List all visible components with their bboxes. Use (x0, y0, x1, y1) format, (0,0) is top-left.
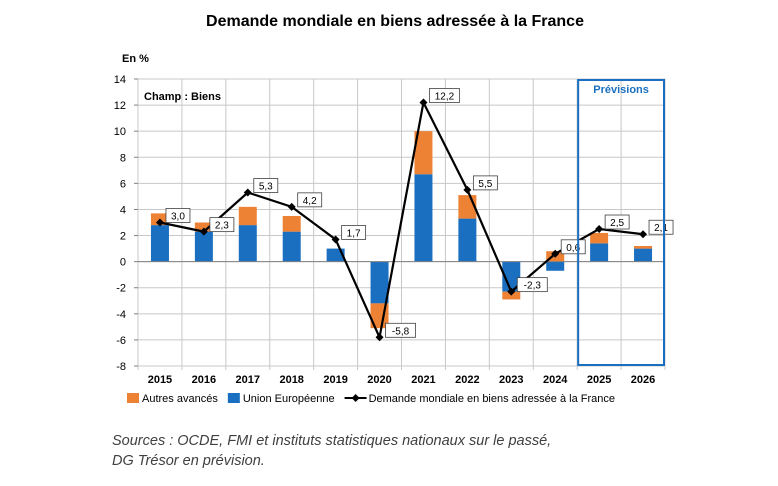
source-note: Sources : OCDE, FMI et instituts statist… (112, 431, 672, 471)
y-tick-label: 6 (120, 178, 126, 190)
bar-union-europ-enne (414, 174, 433, 262)
bar-union-europ-enne (502, 261, 521, 292)
bar-union-europ-enne (194, 231, 213, 262)
data-label-box (297, 192, 323, 208)
data-label-box (385, 322, 416, 338)
x-tick-label: 2024 (543, 374, 568, 386)
demand-point (331, 235, 340, 244)
source-line-1: Sources : OCDE, FMI et instituts statist… (112, 433, 552, 449)
legend-swatch (127, 393, 139, 403)
data-label-box (560, 239, 586, 255)
y-tick-label: 2 (120, 231, 126, 243)
data-label: 2,1 (654, 223, 668, 234)
source-line-2: DG Trésor en prévision. (112, 453, 265, 469)
legend-label: Union Européenne (243, 393, 335, 405)
x-tick-label: 2016 (192, 374, 216, 386)
x-tick-label: 2020 (367, 374, 391, 386)
y-tick-label: 0 (120, 257, 126, 269)
x-tick-label: 2018 (279, 374, 303, 386)
y-tick-label: 10 (114, 126, 126, 138)
bar-autres-avanc-s (634, 245, 653, 249)
x-tick-label: 2021 (411, 374, 435, 386)
data-label-box (165, 208, 191, 223)
data-label-box (209, 217, 235, 233)
demand-point (155, 218, 164, 227)
y-tick-label: 4 (120, 204, 126, 216)
data-label-box (253, 178, 279, 193)
x-tick-label: 2015 (148, 374, 172, 386)
demand-point (639, 230, 648, 239)
demand-point (375, 333, 384, 342)
forecast-region: Prévisions (577, 79, 666, 366)
chart-annotation: Champ : Biens (144, 91, 221, 103)
data-label: 5,3 (259, 181, 273, 192)
demand-point (551, 249, 560, 258)
demand-point (287, 202, 296, 211)
legend-label: Autres avancés (142, 393, 218, 405)
data-label: 12,2 (435, 91, 455, 102)
data-label: -5,8 (392, 326, 410, 337)
legend-label: Demande mondiale en biens adressée à la … (369, 393, 615, 405)
data-label-box (429, 88, 460, 103)
data-label-box (648, 219, 674, 235)
forecast-label: Prévisions (593, 84, 649, 96)
data-label: 1,7 (347, 228, 361, 239)
x-tick-label: 2017 (236, 374, 260, 386)
y-axis-unit-label: En % (122, 53, 149, 65)
y-tick-label: -6 (116, 335, 126, 347)
legend-marker (351, 394, 360, 402)
demand-point (507, 287, 516, 296)
demand-point (243, 188, 252, 197)
data-label: 5,5 (478, 179, 492, 190)
x-tick-label: 2025 (587, 374, 611, 386)
demand-point (463, 185, 472, 194)
y-tick-label: -2 (116, 283, 126, 295)
bar-autres-avanc-s (282, 215, 301, 232)
y-tick-label: 14 (114, 74, 126, 86)
axes: -8 -6 -4 -2 0 2 4 6 8 10 12 14 2015 2016 2017 2018 2019 2… (114, 74, 665, 386)
data-label-box (516, 277, 548, 293)
data-labels: 3,0 2,3 5,3 4,2 1,7 -5,8 12,2 5,5 -2,3 0,6 2,5 2,1 (165, 88, 674, 338)
demand-point (419, 98, 428, 107)
demand-point (595, 225, 604, 234)
bar-union-europ-enne (458, 218, 477, 262)
y-tick-label: 8 (120, 152, 126, 164)
y-tick-label: -4 (116, 309, 126, 321)
data-label: 2,3 (215, 221, 229, 232)
y-tick-label: 12 (114, 100, 126, 112)
y-tick-label: -8 (116, 361, 126, 373)
bar-autres-avanc-s (414, 131, 433, 175)
bar-union-europ-enne (590, 243, 609, 262)
bar-union-europ-enne (150, 225, 169, 262)
bar-autres-avanc-s (194, 222, 213, 232)
x-tick-label: 2023 (499, 374, 523, 386)
x-tick-label: 2026 (631, 374, 655, 386)
bar-union-europ-enne (546, 261, 565, 271)
data-label: 4,2 (303, 196, 317, 207)
bar-autres-avanc-s (238, 206, 257, 226)
chart-title: Demande mondiale en biens adressée à la … (206, 13, 584, 30)
legend: Autres avancés Union Européenne Demande mo… (127, 393, 615, 405)
data-label-box (341, 225, 367, 240)
bar-union-europ-enne (634, 248, 653, 262)
forecast-box (577, 79, 666, 366)
data-label: 0,6 (566, 243, 580, 254)
gridlines (137, 78, 666, 370)
demand-point (199, 227, 208, 236)
bar-autres-avanc-s (590, 232, 609, 244)
legend-swatch (227, 393, 240, 403)
data-label-box (472, 175, 498, 191)
x-tick-label: 2022 (455, 374, 479, 386)
bar-union-europ-enne (370, 261, 389, 304)
bar-union-europ-enne (238, 225, 257, 262)
data-label: -2,3 (524, 281, 542, 292)
data-label: 3,0 (171, 212, 185, 223)
data-label: 2,5 (610, 218, 624, 229)
bar-union-europ-enne (282, 231, 301, 262)
data-label-box (604, 214, 630, 230)
x-tick-label: 2019 (323, 374, 347, 386)
